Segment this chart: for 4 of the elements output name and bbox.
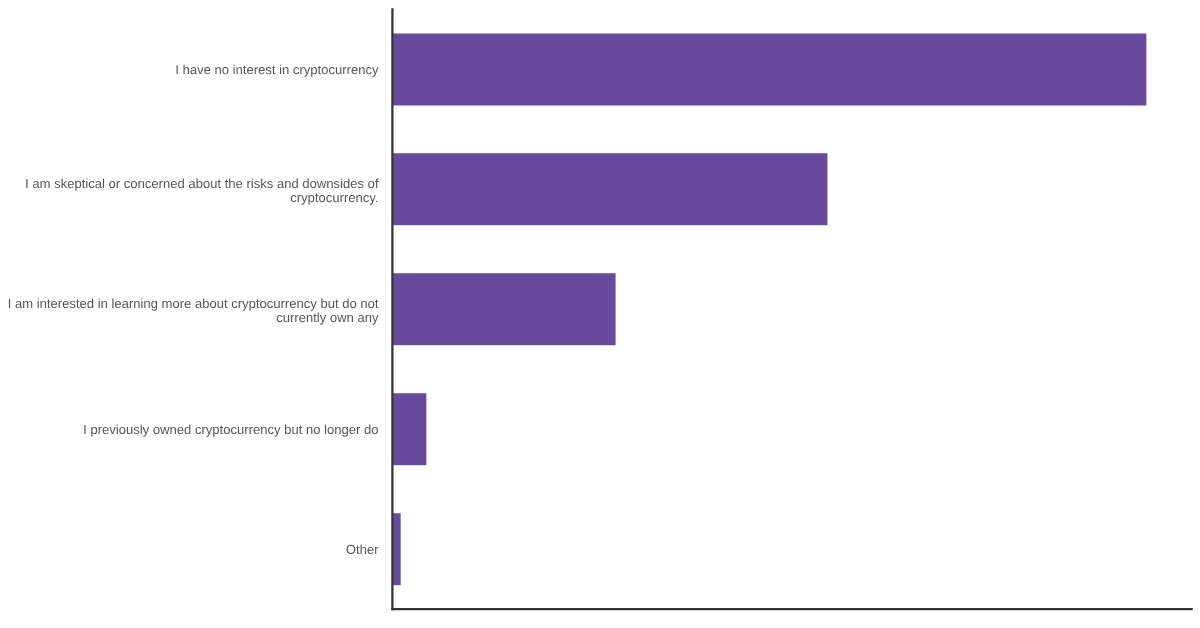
bar: [392, 273, 616, 346]
bar: [392, 393, 427, 466]
bar: [392, 153, 828, 226]
bar: [392, 33, 1147, 106]
